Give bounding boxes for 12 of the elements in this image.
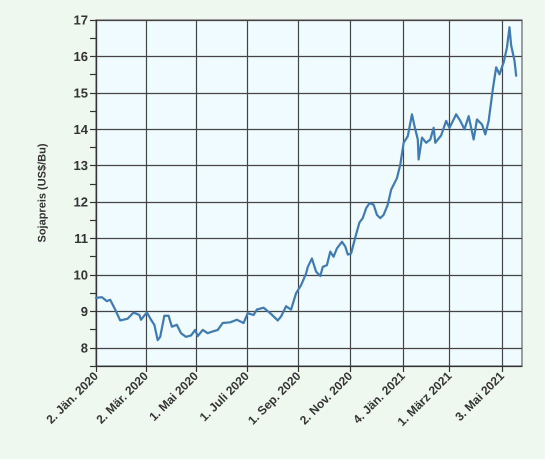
y-tick-label: 8 bbox=[80, 340, 88, 356]
y-tick-label: 11 bbox=[74, 231, 88, 246]
y-axis-title: Sojapreis (US$/Bu) bbox=[36, 143, 48, 243]
y-tick-label: 13 bbox=[74, 158, 88, 174]
y-tick-label: 10 bbox=[74, 267, 88, 282]
y-tick-label: 9 bbox=[80, 304, 88, 319]
y-tick-label: 12 bbox=[74, 194, 88, 210]
y-tick-label: 14 bbox=[74, 122, 89, 137]
y-tick-label: 16 bbox=[74, 48, 88, 64]
line-series bbox=[94, 26, 518, 342]
y-tick-label: 15 bbox=[74, 85, 88, 100]
y-tick-label: 17 bbox=[74, 12, 88, 28]
